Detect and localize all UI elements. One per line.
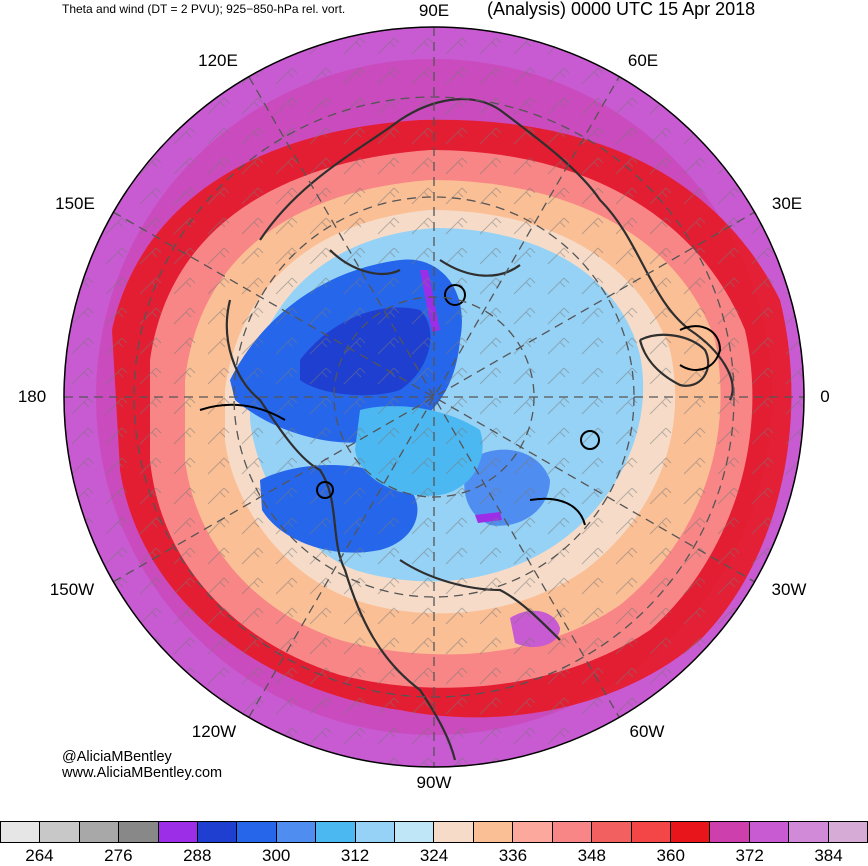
- colorbar-tick-label: 264: [25, 846, 54, 865]
- colorbar-tick-label: 336: [498, 846, 528, 865]
- theta-field: [64, 27, 804, 767]
- colorbar-swatch: [630, 821, 671, 843]
- polar-map: [63, 26, 805, 768]
- map-title: (Analysis) 0000 UTC 15 Apr 2018: [487, 0, 756, 19]
- colorbar-swatch: [709, 821, 750, 843]
- colorbar-swatch: [275, 821, 317, 843]
- lon-label-150e: 150E: [55, 194, 95, 213]
- colorbar-tick-label: 360: [656, 846, 685, 865]
- colorbar-swatch: [512, 821, 553, 843]
- credit-website: www.AliciaMBentley.com: [62, 765, 223, 781]
- colorbar-tick-label: 300: [261, 846, 291, 865]
- colorbar-swatch: [669, 821, 711, 843]
- coastlines: [225, 98, 734, 761]
- colorbar-tick-label: 372: [735, 846, 764, 865]
- colorbar-swatch: [788, 821, 829, 843]
- lon-label-150w: 150W: [49, 580, 95, 599]
- colorbar-swatch: [551, 821, 593, 843]
- colorbar-swatch: [78, 821, 120, 843]
- colorbar-swatch: [433, 821, 474, 843]
- colorbar-swatch: [197, 821, 238, 843]
- colorbar-swatch: [394, 821, 435, 843]
- colorbar-tick-label: 324: [419, 846, 449, 865]
- colorbar-swatch: [827, 821, 868, 843]
- lon-label-60e: 60E: [627, 51, 659, 70]
- colorbar-tick-label: 276: [104, 846, 133, 865]
- lon-label-0: 0: [820, 387, 830, 406]
- lon-label-60w: 60W: [629, 722, 665, 741]
- colorbar-swatch: [39, 821, 80, 843]
- colorbar-swatch: [748, 821, 790, 843]
- credit-handle: @AliciaMBentley: [62, 749, 172, 765]
- colorbar-tick-label: 348: [577, 846, 606, 865]
- graticule: [64, 27, 804, 767]
- lon-label-30w: 30W: [771, 580, 807, 599]
- lon-label-90e: 90E: [418, 1, 450, 20]
- colorbar-swatch: [0, 821, 41, 843]
- map-border: [63, 26, 805, 768]
- lon-label-120e: 120E: [198, 51, 238, 70]
- colorbar-swatch: [591, 821, 632, 843]
- colorbar-tick-label: 288: [183, 846, 212, 865]
- colorbar-tick-label: 312: [340, 846, 370, 865]
- colorbar-swatch: [472, 821, 514, 843]
- lon-label-120w: 120W: [191, 722, 237, 741]
- colorbar-swatch: [315, 821, 356, 843]
- colorbar-swatch: [118, 821, 159, 843]
- colorbar-tick-label: 384: [814, 846, 843, 865]
- lon-label-90w: 90W: [416, 773, 452, 792]
- lon-label-180: 180: [17, 387, 47, 406]
- vorticity-contours: [199, 284, 722, 526]
- lon-label-30e: 30E: [771, 194, 803, 213]
- colorbar-swatch: [236, 821, 277, 843]
- map-subtitle: Theta and wind (DT = 2 PVU); 925−850-hPa…: [62, 2, 346, 16]
- colorbar-swatch: [157, 821, 199, 843]
- theta-colorbar: [0, 821, 868, 843]
- colorbar-swatch: [354, 821, 396, 843]
